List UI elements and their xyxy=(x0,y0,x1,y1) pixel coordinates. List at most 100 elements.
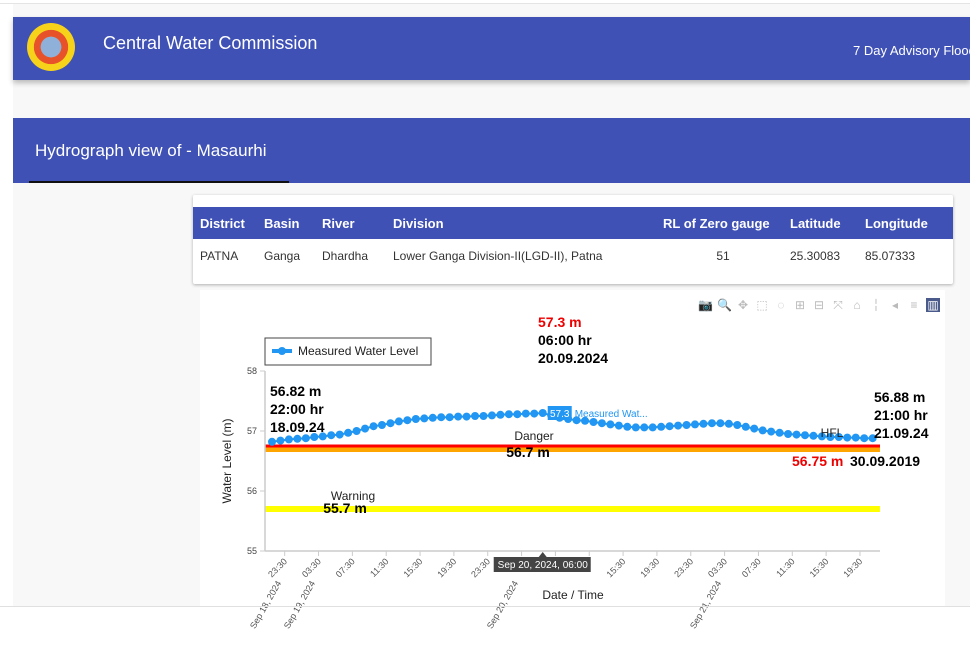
water-level-point xyxy=(530,409,539,418)
water-level-point xyxy=(538,409,547,417)
bottom-divider xyxy=(0,606,970,607)
max-date-annotation: 20.09.2024 xyxy=(538,350,608,366)
table-header-row: District Basin River Division RL of Zero… xyxy=(193,207,953,239)
water-level-point xyxy=(834,433,843,441)
x-tick-label: 15:30 xyxy=(808,556,831,579)
x-tick-label: 19:30 xyxy=(638,556,661,579)
hydrograph-header: Hydrograph view of - Masaurhi xyxy=(13,118,970,183)
zoom-out-icon[interactable]: ⊟ xyxy=(813,298,825,312)
water-level-point xyxy=(606,420,615,429)
water-level-point xyxy=(310,433,319,441)
water-level-point xyxy=(462,412,471,421)
water-level-point xyxy=(707,419,716,428)
zoom-in-icon[interactable]: ⊞ xyxy=(794,298,806,312)
water-level-point xyxy=(572,416,581,425)
last-time-annotation: 21:00 hr xyxy=(874,407,928,423)
max-value-annotation: 57.3 m xyxy=(538,314,582,330)
legend-marker-icon xyxy=(278,347,286,355)
water-level-point xyxy=(792,430,801,439)
water-level-point xyxy=(471,412,480,420)
hover-x-label: Sep 20, 2024, 06:00 xyxy=(498,560,589,571)
water-level-point xyxy=(733,421,742,429)
water-level-point xyxy=(758,426,767,435)
water-level-point xyxy=(665,422,674,431)
water-level-point xyxy=(293,434,302,443)
water-level-point xyxy=(428,413,437,422)
cell-river: Dhardha xyxy=(322,249,369,263)
water-level-point xyxy=(352,427,361,435)
water-level-point xyxy=(640,423,649,432)
danger-level-band xyxy=(265,446,880,452)
water-level-point xyxy=(851,433,860,442)
water-level-point xyxy=(589,418,598,426)
camera-icon[interactable]: 📷 xyxy=(698,298,713,312)
spike-lines-icon[interactable]: ╎ xyxy=(872,298,880,312)
water-level-point xyxy=(682,421,691,429)
x-axis-title: Date / Time xyxy=(542,588,604,602)
water-level-point xyxy=(521,409,530,418)
water-level-point xyxy=(437,413,446,422)
station-table: District Basin River Division RL of Zero… xyxy=(193,207,953,273)
danger-label: Danger xyxy=(514,429,553,443)
box-select-icon[interactable]: ⬚ xyxy=(756,298,768,312)
lasso-icon[interactable]: ◌ xyxy=(777,298,785,312)
water-level-point xyxy=(504,410,513,419)
x-tick-label: 23:30 xyxy=(469,556,492,579)
y-tick-label: 56 xyxy=(247,486,257,496)
water-level-point xyxy=(817,432,826,441)
hover-closest-icon[interactable]: ◂ xyxy=(891,298,899,312)
advisory-link[interactable]: 7 Day Advisory Flood xyxy=(853,43,970,58)
page-title: Hydrograph view of - Masaurhi xyxy=(35,141,267,160)
water-level-point xyxy=(496,410,505,419)
water-level-point xyxy=(741,422,750,431)
first-time-annotation: 22:00 hr xyxy=(270,401,324,417)
y-tick-label: 57 xyxy=(247,426,257,436)
water-level-point xyxy=(411,415,420,423)
station-info-card: District Basin River Division RL of Zero… xyxy=(193,195,953,284)
col-longitude: Longitude xyxy=(858,207,953,239)
warning-label: Warning xyxy=(331,489,375,503)
x-tick-label: 03:30 xyxy=(706,556,729,579)
x-tick-date-label: Sep 20, 2024 xyxy=(485,579,520,630)
water-level-point xyxy=(318,432,327,441)
top-divider xyxy=(0,3,970,4)
col-district: District xyxy=(193,207,257,239)
water-level-point xyxy=(716,419,725,428)
cell-rl-zero-gauge: 51 xyxy=(716,249,730,263)
x-tick-label: 03:30 xyxy=(300,556,323,579)
water-level-point xyxy=(276,436,285,445)
col-latitude: Latitude xyxy=(783,207,858,239)
water-level-point xyxy=(445,413,454,422)
pan-icon[interactable]: ✥ xyxy=(737,298,749,312)
cwc-logo-icon[interactable] xyxy=(27,23,75,71)
water-level-point xyxy=(268,437,276,446)
x-tick-label: 19:30 xyxy=(841,556,864,579)
hover-compare-icon[interactable]: ≡ xyxy=(910,298,918,312)
zoom-icon[interactable]: 🔍 xyxy=(717,298,732,312)
last-value-annotation: 56.88 m xyxy=(874,389,925,405)
last-date-annotation: 21.09.24 xyxy=(874,425,929,441)
water-level-point xyxy=(631,423,640,432)
x-tick-label: 11:30 xyxy=(774,556,797,579)
table-row: PATNA Ganga Dhardha Lower Ganga Division… xyxy=(193,239,953,273)
home-icon[interactable]: ⌂ xyxy=(853,298,861,312)
hfl-date: 30.09.2019 xyxy=(850,453,920,469)
water-level-point xyxy=(775,428,784,437)
autoscale-icon[interactable]: ⤧ xyxy=(833,298,843,312)
tab-indicator xyxy=(29,181,289,183)
y-axis-title: Water Level (m) xyxy=(220,419,234,504)
water-level-point xyxy=(648,423,657,432)
hfl-value: 56.75 m xyxy=(792,453,843,469)
water-level-point xyxy=(327,431,336,440)
water-level-point xyxy=(691,420,699,429)
x-tick-label: 23:30 xyxy=(266,556,289,579)
water-level-point xyxy=(657,422,666,431)
x-tick-label: 19:30 xyxy=(435,556,458,579)
water-level-point xyxy=(597,419,606,428)
x-tick-date-label: Sep 18, 2024 xyxy=(248,579,283,630)
hover-x-box xyxy=(493,557,591,572)
water-level-point xyxy=(377,421,386,429)
plotly-logo-icon[interactable]: ▥ xyxy=(926,298,940,312)
cell-longitude: 85.07333 xyxy=(865,249,916,263)
